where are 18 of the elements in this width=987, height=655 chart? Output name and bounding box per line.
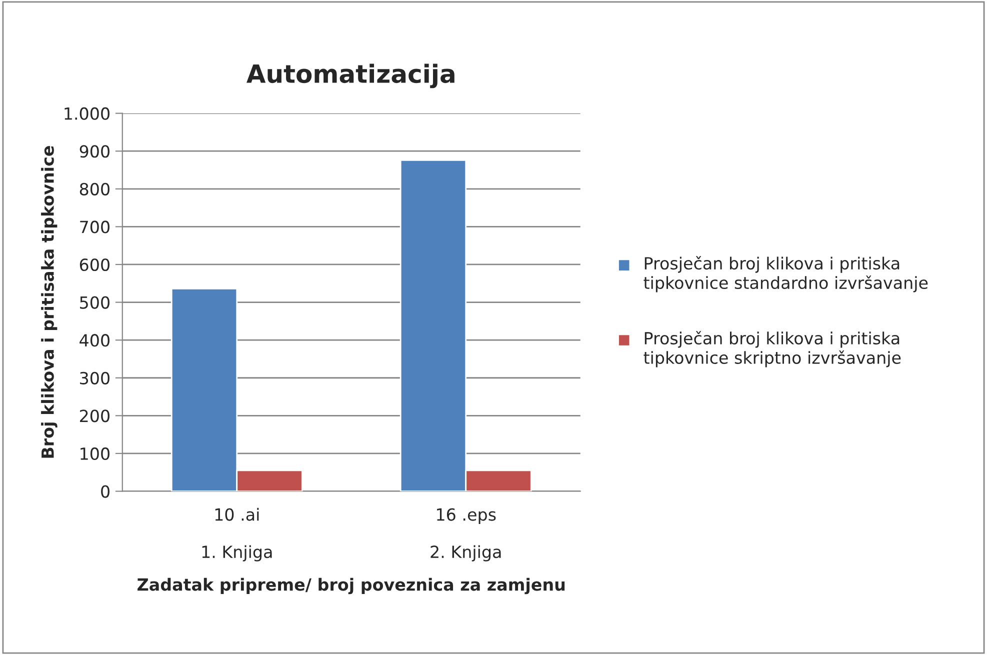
y-tick-label: 100 bbox=[80, 447, 110, 460]
y-tick-label: 200 bbox=[80, 410, 110, 422]
category-label: 16 .eps 2. Knjiga bbox=[430, 508, 501, 562]
y-tick-label: 600 bbox=[80, 258, 110, 272]
chart-title: Automatizacija bbox=[246, 64, 454, 88]
y-tick-label: 0 bbox=[101, 485, 110, 498]
y-tick-label: 300 bbox=[80, 372, 110, 384]
y-tick-label: 500 bbox=[80, 296, 110, 309]
y-tick-label: 400 bbox=[80, 334, 110, 347]
y-tick-label: 900 bbox=[80, 145, 110, 158]
y-tick-label: 800 bbox=[80, 182, 110, 196]
legend-label: Prosječan broj klikova i pritiska tipkovnice skriptno izvršavanje bbox=[644, 330, 901, 368]
category-label: 10 .ai 1. Knjiga bbox=[202, 508, 272, 562]
x-axis-title: Zadatak pripreme/ broj poveznica za zamjenu bbox=[138, 578, 565, 594]
legend-label: Prosječan broj klikova i pritiska tipkovnice standardno izvršavanje bbox=[644, 256, 928, 292]
y-tick-label: 1.000 bbox=[64, 107, 110, 120]
y-tick-label: 700 bbox=[80, 220, 110, 234]
y-axis-title: Broj klikova i pritisaka tipkovnice bbox=[41, 146, 58, 458]
